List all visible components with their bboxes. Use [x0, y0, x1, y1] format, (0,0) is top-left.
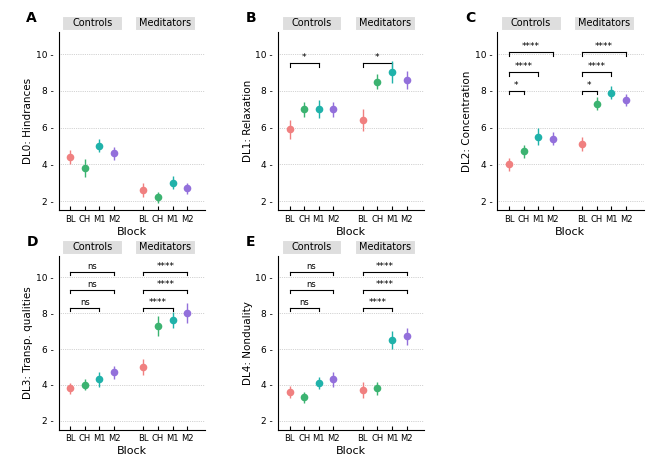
- Text: Controls: Controls: [291, 18, 332, 28]
- X-axis label: Block: Block: [116, 227, 147, 237]
- Text: ****: ****: [376, 262, 394, 271]
- Bar: [501, 16, 561, 30]
- Text: ****: ****: [376, 280, 394, 289]
- Y-axis label: DL3: Transp. qualities: DL3: Transp. qualities: [23, 287, 33, 399]
- Text: B: B: [246, 11, 256, 25]
- Y-axis label: DL4: Nonduality: DL4: Nonduality: [242, 301, 253, 385]
- Text: ns: ns: [299, 298, 309, 307]
- Text: Controls: Controls: [291, 242, 332, 252]
- Text: ****: ****: [588, 63, 606, 71]
- Text: Meditators: Meditators: [359, 242, 411, 252]
- Y-axis label: DL0: Hindrances: DL0: Hindrances: [23, 78, 33, 164]
- Text: ****: ****: [369, 298, 386, 307]
- Bar: [281, 240, 341, 254]
- Text: *: *: [587, 81, 592, 90]
- X-axis label: Block: Block: [336, 227, 366, 237]
- Text: D: D: [26, 235, 38, 249]
- Text: Meditators: Meditators: [578, 18, 630, 28]
- Bar: [135, 16, 195, 30]
- Text: ****: ****: [149, 298, 167, 307]
- Text: ****: ****: [595, 43, 613, 51]
- Y-axis label: DL2: Concentration: DL2: Concentration: [462, 70, 472, 172]
- Text: *: *: [514, 81, 519, 90]
- Text: Meditators: Meditators: [359, 18, 411, 28]
- Text: Controls: Controls: [72, 242, 112, 252]
- Text: ****: ****: [515, 63, 532, 71]
- Text: Controls: Controls: [511, 18, 551, 28]
- Bar: [62, 16, 122, 30]
- Text: Controls: Controls: [72, 18, 112, 28]
- Bar: [574, 16, 634, 30]
- X-axis label: Block: Block: [336, 446, 366, 456]
- Text: ns: ns: [87, 280, 97, 289]
- Bar: [355, 240, 415, 254]
- Text: ****: ****: [156, 280, 174, 289]
- Text: *: *: [302, 53, 306, 62]
- Text: ns: ns: [307, 280, 317, 289]
- Text: Meditators: Meditators: [139, 18, 191, 28]
- Text: E: E: [246, 235, 255, 249]
- Text: ****: ****: [156, 262, 174, 271]
- Text: ****: ****: [522, 43, 540, 51]
- Text: Meditators: Meditators: [139, 242, 191, 252]
- X-axis label: Block: Block: [555, 227, 586, 237]
- Text: ns: ns: [87, 262, 97, 271]
- Text: ns: ns: [80, 298, 90, 307]
- Bar: [355, 16, 415, 30]
- Text: C: C: [465, 11, 475, 25]
- Bar: [62, 240, 122, 254]
- Text: ns: ns: [307, 262, 317, 271]
- X-axis label: Block: Block: [116, 446, 147, 456]
- Text: A: A: [26, 11, 37, 25]
- Bar: [281, 16, 341, 30]
- Text: *: *: [375, 53, 380, 62]
- Y-axis label: DL1: Relaxation: DL1: Relaxation: [242, 80, 253, 162]
- Bar: [135, 240, 195, 254]
